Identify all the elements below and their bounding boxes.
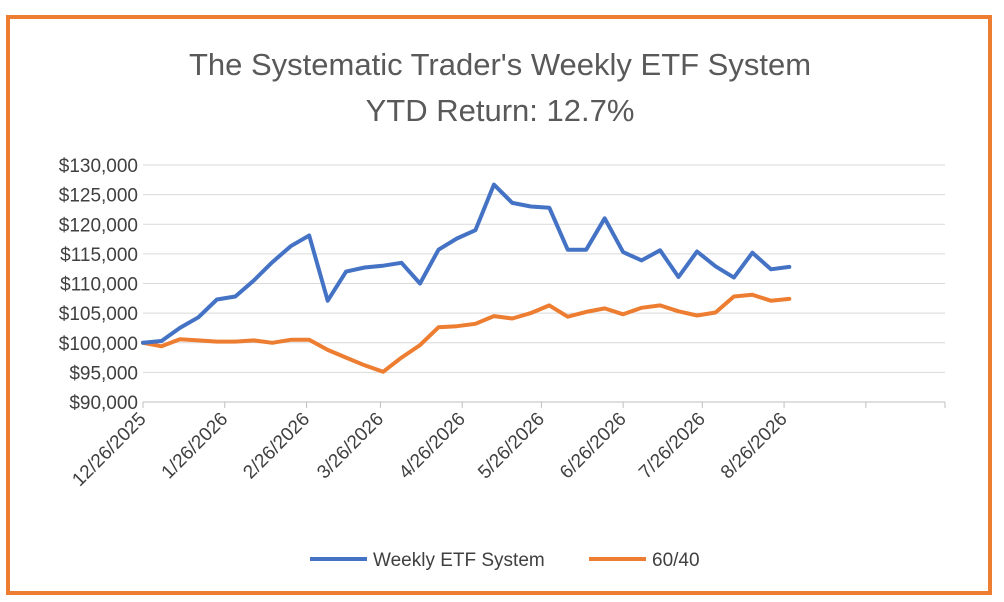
y-axis-tick-labels: $90,000 $95,000 $100,000 $105,000 $110,000 $1…	[59, 156, 138, 414]
y-tick-label: $95,000	[69, 363, 138, 384]
line-chart: The Systematic Trader's Weekly ETF Syste…	[59, 47, 946, 571]
y-tick-label: $105,000	[59, 304, 138, 325]
y-tick-label: $120,000	[59, 215, 138, 236]
y-tick-label: $110,000	[60, 275, 138, 296]
chart-frame: The Systematic Trader's Weekly ETF Syste…	[6, 15, 992, 595]
x-tick-label: 3/26/2026	[313, 409, 388, 484]
series-line-weekly-etf-system	[141, 182, 792, 345]
x-tick-label: 1/26/2026	[158, 409, 233, 484]
y-tick-label: $125,000	[59, 186, 138, 207]
legend-label: Weekly ETF System	[373, 550, 545, 571]
x-axis-tick-labels: 12/26/2025 1/26/2026 2/26/2026 3/26/2026 4/2…	[68, 409, 791, 491]
y-tick-label: $130,000	[59, 156, 138, 177]
x-tick-label: 6/26/2026	[556, 409, 631, 484]
y-tick-label: $100,000	[59, 334, 138, 355]
x-axis	[142, 401, 946, 408]
chart-title-line-1: The Systematic Trader's Weekly ETF Syste…	[189, 47, 811, 82]
x-tick-label: 12/26/2025	[68, 409, 150, 491]
x-tick-label: 5/26/2026	[474, 409, 549, 484]
y-tick-label: $115,000	[60, 245, 138, 266]
y-tick-label: $90,000	[69, 393, 138, 414]
chart-title: The Systematic Trader's Weekly ETF Syste…	[189, 47, 811, 128]
x-tick-label: 2/26/2026	[239, 409, 314, 484]
x-tick-label: 8/26/2026	[717, 409, 792, 484]
legend-label: 60/40	[652, 550, 700, 571]
x-tick-label: 4/26/2026	[395, 409, 470, 484]
series-line-60-40	[141, 292, 792, 374]
series-lines	[141, 182, 792, 374]
x-tick-label: 7/26/2026	[635, 409, 710, 484]
legend: Weekly ETF System 60/40	[310, 550, 700, 571]
chart-title-line-2: YTD Return: 12.7%	[366, 93, 635, 128]
